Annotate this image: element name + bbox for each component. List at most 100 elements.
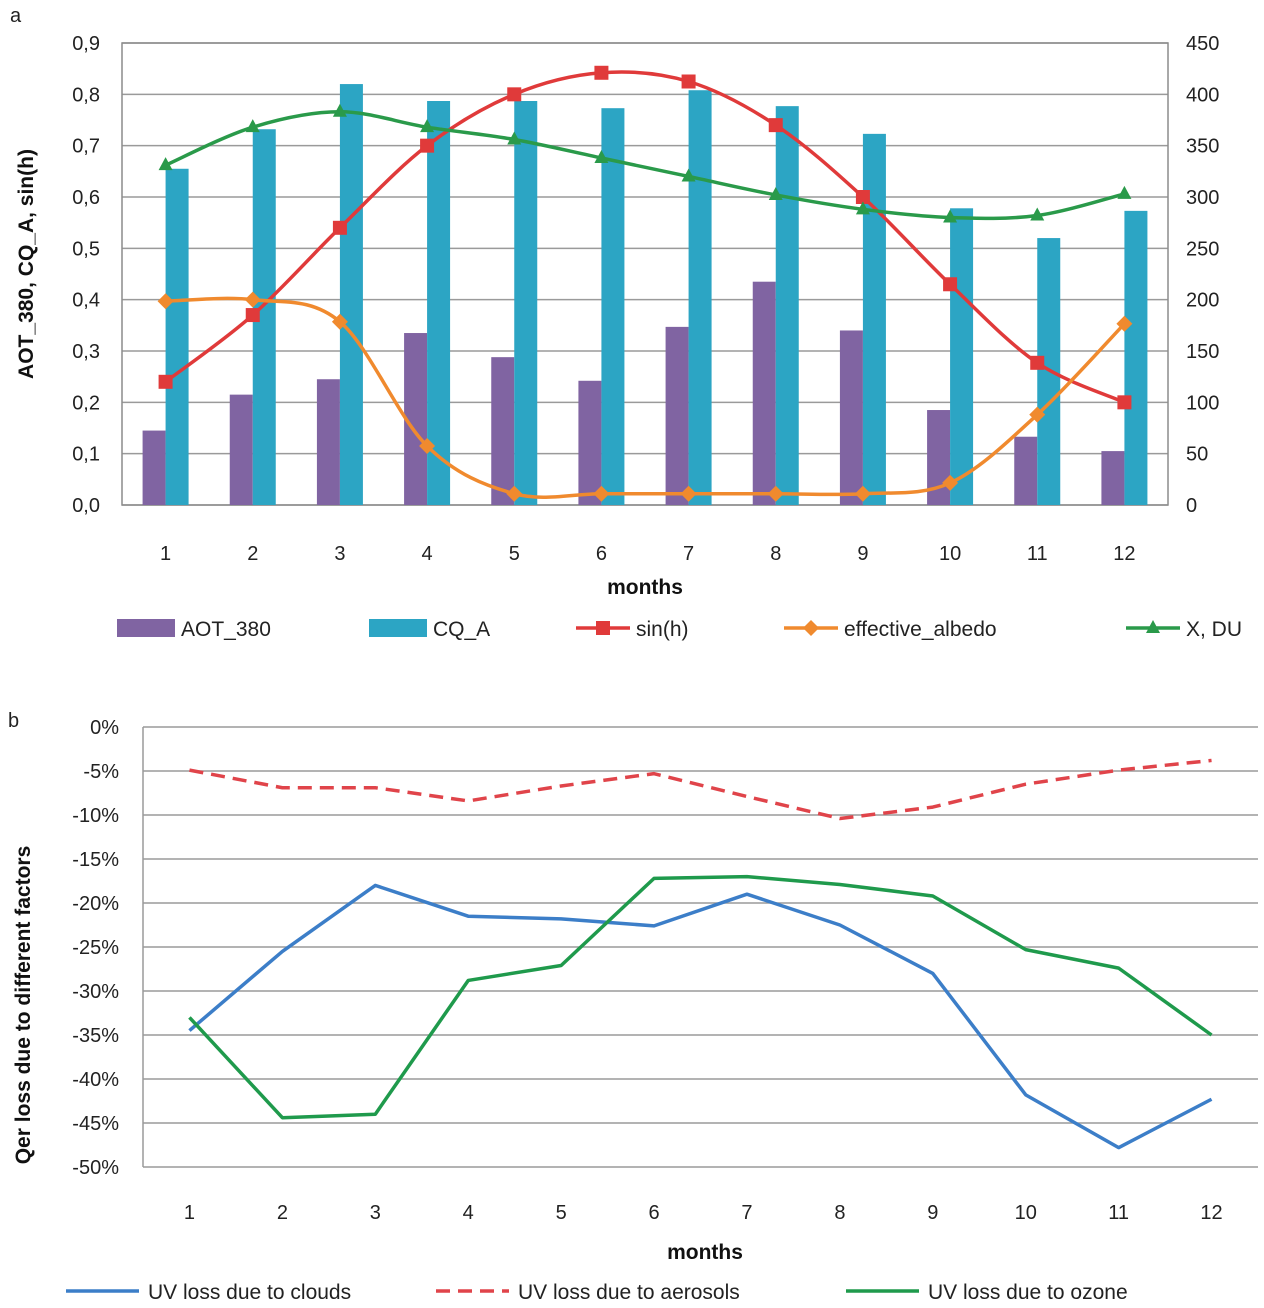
legend-label: X, DU [1186,618,1242,641]
x-tick-label: 3 [370,1202,381,1224]
bar-cq-a [427,101,451,506]
y2-tick-label: 350 [1186,136,1219,158]
point-sin-h [1117,395,1132,410]
bar-aot-380 [142,430,166,505]
y-tick-label: 0,0 [72,495,100,517]
point-effective-albedo [331,313,348,330]
point-effective-albedo [680,485,697,502]
panel-a-label: a [10,5,22,27]
point-sin-h [507,87,522,102]
legend-label: AOT_380 [181,618,271,641]
point-x-du [507,131,522,145]
x-tick-label: 11 [1108,1202,1129,1224]
y-tick-label: -20% [72,893,119,915]
point-sin-h [943,277,958,292]
plot-frame [121,42,1169,506]
point-sin-h [332,220,347,235]
bar-cq-a [862,133,886,506]
x-tick-label: 7 [683,543,694,565]
chart-a: 0,0 0,1 0,2 0,3 0,4 0,5 0,6 0,7 0,8 0,9 0 50 100 150 2… [15,33,1242,641]
y-tick-label: -5% [83,761,119,783]
x-tick-label: 6 [648,1202,659,1224]
y2-tick-label: 100 [1186,392,1219,414]
legend-a: AOT_380 CQ_A sin(h) effective_albedo X, DU [117,618,1242,641]
point-x-du [943,209,958,223]
x-tick-label: 2 [247,543,258,565]
legend-label: effective_albedo [844,618,997,641]
bar-aot-380 [578,380,602,505]
legend-marker-effective-albedo [803,620,819,636]
y-tick-label: 0,8 [72,84,100,106]
bar-aot-380 [665,326,689,505]
point-sin-h [768,118,783,133]
y-tick-label: 0,3 [72,341,100,363]
point-effective-albedo [854,485,871,502]
y-tick-label: -15% [72,849,119,871]
point-effective-albedo [419,437,436,454]
legend-label: UV loss due to clouds [148,1281,351,1304]
bar-aot-380 [752,281,776,505]
point-sin-h [855,190,870,204]
y2-tick-label: 150 [1186,341,1219,363]
legend-marker-x-du [1146,620,1160,633]
x-tick-label: 10 [1015,1202,1037,1224]
legend-swatch-cq-a [369,619,427,637]
x-tick-label: 3 [334,543,345,565]
point-effective-albedo [767,485,784,502]
point-effective-albedo [1029,406,1046,423]
point-x-du [594,149,609,163]
y-tick-label: -45% [72,1113,119,1135]
bar-cq-a [601,108,625,506]
y-tick-label: 0% [90,717,119,739]
point-effective-albedo [1116,315,1133,332]
legend-label: UV loss due to aerosols [518,1281,740,1304]
point-effective-albedo [593,485,610,502]
point-x-du [768,186,783,200]
x-tick-label: 5 [556,1202,567,1224]
y2-tick-label: 400 [1186,84,1219,106]
y2-tick-label: 0 [1186,495,1197,517]
line-sin-h [164,70,1126,404]
point-sin-h [1030,355,1045,370]
x-tick-label: 5 [509,543,520,565]
x-tick-label: 9 [857,543,868,565]
legend-b: UV loss due to clouds UV loss due to aero… [66,1281,1128,1304]
line-effective-albedo [165,296,1126,499]
y2-tick-label: 300 [1186,187,1219,209]
x-axis-title: months [667,1241,743,1264]
y-tick-label: -30% [72,981,119,1003]
x-axis-title: months [607,576,683,599]
bar-aot-380 [1014,436,1038,505]
point-x-du [1030,207,1045,221]
point-sin-h [158,374,173,389]
bar-cq-a [688,90,712,505]
point-effective-albedo [244,291,261,308]
x-tick-label: 1 [160,543,171,565]
y2-tick-label: 250 [1186,238,1219,260]
panel-b-label: b [8,710,19,732]
point-x-du [158,157,173,171]
x-tick-label: 1 [184,1202,195,1224]
y-tick-label: -25% [72,937,119,959]
bar-cq-a [339,84,363,506]
y-tick-label: 0,6 [72,187,100,209]
point-sin-h [594,65,609,80]
y-tick-label: -10% [72,805,119,827]
y-tick-label: -40% [72,1069,119,1091]
y2-tick-label: 200 [1186,290,1219,312]
bar-aot-380 [491,357,515,505]
point-sin-h [420,138,435,153]
y-axis-title: AOT_380, CQ_A, sin(h) [15,149,38,379]
bar-cq-a [775,106,799,505]
chart-b: 0% -5% -10% -15% -20% -25% -30% -35% -40% -45% -50… [12,717,1258,1304]
y-tick-label: 0,5 [72,238,100,260]
bar-cq-a [252,129,276,506]
y2-tick-label: 50 [1186,444,1208,466]
legend-label: CQ_A [433,618,490,641]
x-tick-label: 8 [834,1202,845,1224]
x-tick-label: 8 [770,543,781,565]
x-tick-label: 9 [927,1202,938,1224]
bar-aot-380 [1101,451,1125,505]
legend-marker-sin-h [596,621,610,635]
point-effective-albedo [506,485,523,502]
